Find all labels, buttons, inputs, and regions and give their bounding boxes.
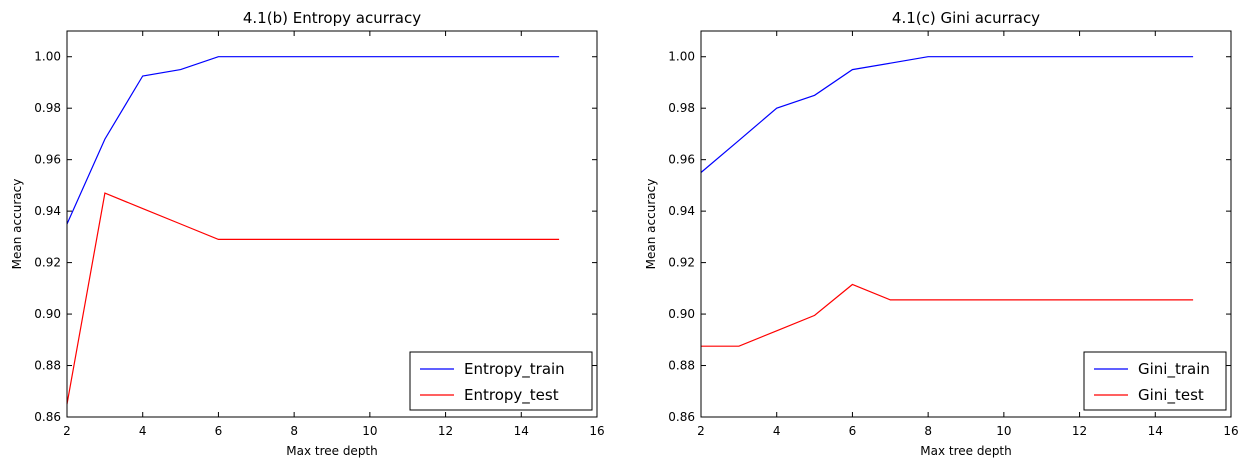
legend: Entropy_train Entropy_test — [409, 351, 593, 411]
tick-layer: 2 4 6 8 10 12 14 16 0.86 0.88 0.90 0.92 0.94 0.96 0.98… — [668, 31, 1239, 438]
chart-gini-accuracy: 4.1(c) Gini acurracy Max tree depth Mean… — [644, 9, 1239, 458]
y-tick-label: 0.98 — [668, 101, 695, 115]
x-tick-label: 16 — [1223, 424, 1238, 438]
plot-frame — [700, 30, 1232, 418]
x-tick-label: 6 — [215, 424, 223, 438]
x-axis-label: Max tree depth — [920, 444, 1012, 458]
legend: Gini_train Gini_test — [1083, 351, 1227, 411]
series-line-entropy-train — [66, 56, 560, 225]
y-tick-label: 0.94 — [668, 204, 695, 218]
x-tick-label: 14 — [1148, 424, 1163, 438]
y-tick-label: 0.92 — [668, 256, 695, 270]
x-tick-label: 2 — [63, 424, 71, 438]
legend-label: Gini_test — [1138, 386, 1204, 405]
x-tick-label: 10 — [996, 424, 1011, 438]
y-tick-label: 0.86 — [668, 410, 695, 424]
tick-layer: 2 4 6 8 10 12 14 16 0.86 0.88 0.90 0.92 0.94 0.96 0.98… — [34, 31, 605, 438]
x-tick-label: 10 — [362, 424, 377, 438]
legend-label: Gini_train — [1138, 360, 1210, 379]
y-tick-label: 0.92 — [34, 256, 61, 270]
y-tick-label: 1.00 — [34, 50, 61, 64]
y-axis-label: Mean accuracy — [10, 179, 24, 270]
x-tick-label: 12 — [438, 424, 453, 438]
x-tick-label: 2 — [697, 424, 705, 438]
chart-title: 4.1(c) Gini acurracy — [892, 9, 1040, 27]
series-line-gini-train — [700, 56, 1194, 173]
x-tick-label: 4 — [773, 424, 781, 438]
legend-label: Entropy_test — [464, 386, 559, 405]
plot-frame — [66, 30, 598, 418]
y-tick-label: 0.96 — [668, 153, 695, 167]
y-tick-label: 0.94 — [34, 204, 61, 218]
x-tick-label: 6 — [849, 424, 857, 438]
x-tick-label: 16 — [589, 424, 604, 438]
y-tick-label: 0.96 — [34, 153, 61, 167]
series-line-entropy-test — [66, 192, 560, 405]
x-tick-label: 4 — [139, 424, 147, 438]
series-layer — [66, 56, 560, 405]
y-tick-label: 1.00 — [668, 50, 695, 64]
series-layer — [700, 56, 1194, 347]
y-tick-label: 0.90 — [668, 307, 695, 321]
legend-label: Entropy_train — [464, 360, 565, 379]
y-tick-label: 0.88 — [34, 359, 61, 373]
chart-title: 4.1(b) Entropy acurracy — [243, 9, 421, 27]
legend-box — [409, 351, 593, 411]
y-tick-label: 0.90 — [34, 307, 61, 321]
x-axis-label: Max tree depth — [286, 444, 378, 458]
x-tick-label: 12 — [1072, 424, 1087, 438]
chart-entropy-accuracy: 4.1(b) Entropy acurracy Max tree depth M… — [10, 9, 605, 458]
y-tick-label: 0.86 — [34, 410, 61, 424]
y-axis-label: Mean accuracy — [644, 179, 658, 270]
x-tick-label: 8 — [924, 424, 932, 438]
y-tick-label: 0.98 — [34, 101, 61, 115]
x-tick-label: 8 — [290, 424, 298, 438]
series-line-gini-test — [701, 283, 1194, 347]
y-tick-label: 0.88 — [668, 359, 695, 373]
legend-box — [1083, 351, 1227, 411]
x-tick-label: 14 — [514, 424, 529, 438]
